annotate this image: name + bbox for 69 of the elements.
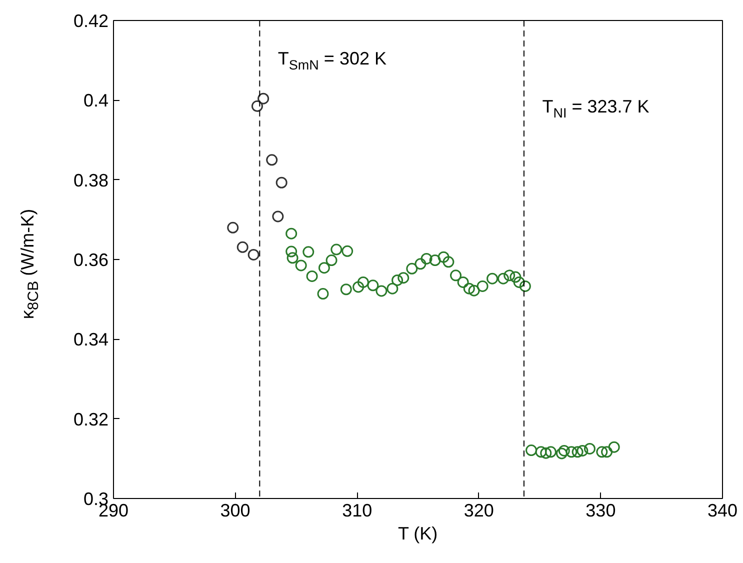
point — [540, 447, 552, 459]
point — [504, 270, 516, 282]
point — [342, 245, 354, 257]
point — [326, 254, 338, 266]
point — [367, 280, 379, 292]
point — [414, 258, 426, 270]
point — [450, 270, 462, 282]
point — [272, 210, 284, 222]
point — [286, 228, 298, 240]
x-tick-label: 300 — [220, 500, 250, 520]
x-axis-title: T (K) — [398, 524, 438, 544]
point — [286, 252, 298, 264]
x-tick-label: 330 — [586, 500, 616, 520]
point — [442, 256, 454, 268]
point — [526, 444, 538, 456]
point — [584, 442, 596, 454]
point — [566, 446, 578, 458]
point — [340, 284, 352, 296]
x-tick-label: 340 — [707, 500, 738, 520]
point — [286, 246, 298, 258]
point — [302, 246, 314, 258]
point — [227, 222, 239, 234]
point — [276, 176, 288, 188]
point — [457, 276, 469, 288]
point — [420, 252, 432, 264]
point — [258, 92, 270, 104]
point — [545, 446, 557, 458]
point — [558, 444, 570, 456]
point — [535, 446, 547, 458]
point — [317, 288, 329, 300]
point — [519, 280, 531, 292]
point — [352, 281, 364, 293]
point — [513, 276, 525, 288]
point — [429, 254, 441, 266]
point — [392, 274, 404, 286]
y-tick-label: 0.38 — [73, 170, 109, 190]
point — [498, 272, 510, 284]
point — [266, 154, 278, 166]
point — [601, 446, 613, 458]
point — [576, 444, 588, 456]
y-tick-label: 0.42 — [73, 11, 109, 31]
point — [486, 272, 498, 284]
point — [608, 441, 620, 453]
y-tick-label: 0.34 — [73, 330, 109, 350]
point — [330, 244, 342, 256]
point — [406, 262, 418, 274]
point — [468, 284, 480, 296]
point — [357, 276, 369, 288]
point — [306, 270, 318, 282]
point — [596, 446, 608, 458]
point — [556, 448, 568, 460]
point — [386, 282, 398, 294]
point — [463, 282, 475, 294]
point — [376, 285, 388, 297]
point — [248, 248, 260, 260]
point — [572, 446, 584, 458]
x-tick-label: 310 — [342, 500, 372, 520]
point — [251, 100, 263, 112]
point — [476, 280, 488, 292]
point — [295, 260, 307, 272]
y-tick-label: 0.36 — [73, 250, 109, 270]
point — [510, 271, 522, 283]
x-tick-label: 320 — [464, 500, 494, 520]
point — [318, 262, 330, 274]
y-tick-label: 0.4 — [83, 90, 109, 111]
point — [398, 272, 410, 284]
point — [438, 251, 450, 263]
y-tick-label: 0.32 — [73, 409, 109, 430]
point — [236, 241, 248, 253]
